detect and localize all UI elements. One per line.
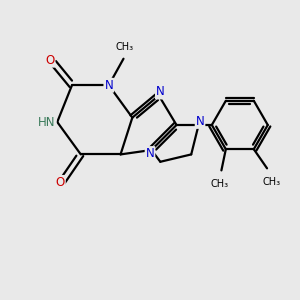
Text: N: N (146, 147, 154, 160)
Text: O: O (45, 54, 55, 67)
Text: CH₃: CH₃ (211, 179, 229, 189)
Text: N: N (104, 79, 113, 92)
Text: HN: HN (38, 116, 56, 128)
Text: N: N (156, 85, 165, 98)
Text: CH₃: CH₃ (116, 42, 134, 52)
Text: N: N (196, 115, 204, 128)
Text: CH₃: CH₃ (262, 177, 280, 187)
Text: O: O (56, 176, 65, 189)
